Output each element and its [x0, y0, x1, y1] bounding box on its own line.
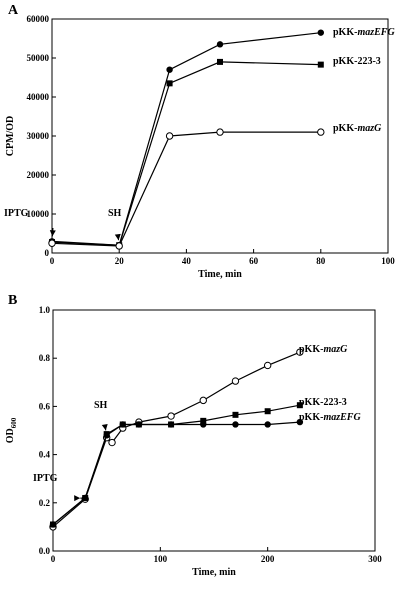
data-point-open-circle: [166, 133, 172, 139]
y-tick-label: 0.2: [39, 498, 51, 508]
series-label-main: pKK-: [299, 412, 323, 423]
series-label: pKK-mazG: [333, 123, 382, 134]
y-tick-label: 50000: [27, 53, 50, 63]
y-tick-label: 1.0: [39, 305, 51, 315]
series-pKK-223-3: pKK-223-3: [49, 56, 381, 248]
panel-letter: B: [8, 293, 17, 308]
data-point-square: [265, 408, 271, 414]
annotation-arrow-head: [50, 230, 56, 236]
series-label-main: pKK-223-3: [299, 397, 347, 408]
data-point-open-circle: [109, 439, 115, 445]
series-label-italic: mazEFG: [357, 27, 395, 38]
x-tick-label: 100: [154, 554, 168, 564]
data-point-open-circle: [49, 240, 55, 246]
data-point-filled-circle: [136, 421, 142, 427]
annotation-arrow-head: [115, 234, 121, 240]
data-point-open-circle: [264, 362, 270, 368]
x-tick-label: 60: [249, 256, 259, 266]
series-label: pKK-223-3: [333, 56, 381, 67]
data-point-filled-circle: [264, 421, 270, 427]
y-axis-title: OD600: [5, 417, 18, 443]
x-tick-label: 0: [50, 256, 55, 266]
y-tick-label: 20000: [27, 170, 50, 180]
y-tick-label: 30000: [27, 131, 50, 141]
data-point-filled-circle: [120, 421, 126, 427]
annotation-label: IPTG: [33, 473, 58, 484]
data-point-filled-circle: [200, 421, 206, 427]
x-tick-label: 40: [182, 256, 192, 266]
x-tick-label: 0: [51, 554, 56, 564]
annotation-label: IPTG: [4, 208, 29, 219]
data-point-square: [167, 80, 173, 86]
data-point-filled-circle: [232, 421, 238, 427]
data-point-open-circle: [318, 129, 324, 135]
x-tick-label: 80: [316, 256, 326, 266]
series-label-main: pKK-: [299, 344, 323, 355]
y-tick-label: 10000: [27, 209, 50, 219]
data-point-square: [318, 62, 324, 68]
series-line: [52, 62, 321, 245]
y-tick-label: 0.8: [39, 353, 51, 363]
data-point-open-circle: [200, 397, 206, 403]
series-label: pKK-mazEFG: [299, 412, 361, 423]
data-point-open-circle: [168, 413, 174, 419]
annotation-arrow-head: [74, 495, 80, 501]
data-point-filled-circle: [318, 29, 324, 35]
y-tick-label: 0.6: [39, 401, 51, 411]
data-point-open-circle: [232, 378, 238, 384]
series-label-italic: mazG: [357, 123, 382, 134]
series-line: [53, 422, 300, 524]
x-tick-label: 300: [368, 554, 382, 564]
series-label: pKK-223-3: [299, 397, 347, 408]
series-pKK-mazG: pKK-mazG: [49, 123, 382, 249]
x-tick-label: 20: [115, 256, 125, 266]
y-tick-label: 0.4: [39, 450, 51, 460]
data-point-open-circle: [217, 129, 223, 135]
data-point-square: [232, 412, 238, 418]
data-point-square: [217, 59, 223, 65]
data-point-filled-circle: [166, 67, 172, 73]
y-tick-label: 0: [45, 248, 50, 258]
x-tick-label: 200: [261, 554, 275, 564]
x-tick-label: 100: [381, 256, 395, 266]
series-line: [52, 132, 321, 246]
y-tick-label: 40000: [27, 92, 50, 102]
y-axis-title-main: OD: [5, 428, 16, 443]
chart-panel-a: A 0 10000 20000 30000 40000 50000 60000 0 20 40 60 8…: [4, 3, 395, 280]
annotation-sh: SH: [94, 400, 108, 430]
x-axis-title: Time, min: [198, 269, 242, 280]
series-line: [52, 33, 321, 246]
series-label-italic: mazG: [323, 344, 348, 355]
series-label-italic: mazEFG: [323, 412, 361, 423]
y-axis-title-subscript: 600: [10, 417, 18, 428]
annotation-label: SH: [94, 400, 108, 411]
series-label: pKK-mazEFG: [333, 27, 395, 38]
series-pKK-mazG: pKK-mazG: [50, 344, 348, 530]
y-axis-title: CPM/OD: [5, 116, 16, 157]
data-point-filled-circle: [103, 432, 109, 438]
annotation-sh: SH: [108, 208, 122, 240]
plot-frame: [52, 19, 388, 253]
data-point-filled-circle: [50, 521, 56, 527]
series-line: [53, 405, 300, 524]
data-point-open-circle: [116, 243, 122, 249]
annotation-label: SH: [108, 208, 122, 219]
data-point-filled-circle: [168, 421, 174, 427]
chart-panel-b: B 0.0 0.2 0.4 0.6 0.8 1.0 0 100 200 300 Time, min OD…: [5, 293, 382, 578]
data-point-filled-circle: [217, 41, 223, 47]
series-label-main: pKK-: [333, 27, 357, 38]
series-line: [53, 352, 300, 527]
series-label-main: pKK-223-3: [333, 56, 381, 67]
y-tick-label: 0.0: [39, 546, 51, 556]
series-label-main: pKK-: [333, 123, 357, 134]
panel-letter: A: [8, 3, 19, 18]
annotation-arrow-head: [102, 424, 108, 430]
series-pKK-mazEFG: pKK-mazEFG: [50, 412, 362, 528]
y-tick-label: 60000: [27, 14, 50, 24]
x-axis-title: Time, min: [192, 567, 236, 578]
series-label: pKK-mazG: [299, 344, 348, 355]
